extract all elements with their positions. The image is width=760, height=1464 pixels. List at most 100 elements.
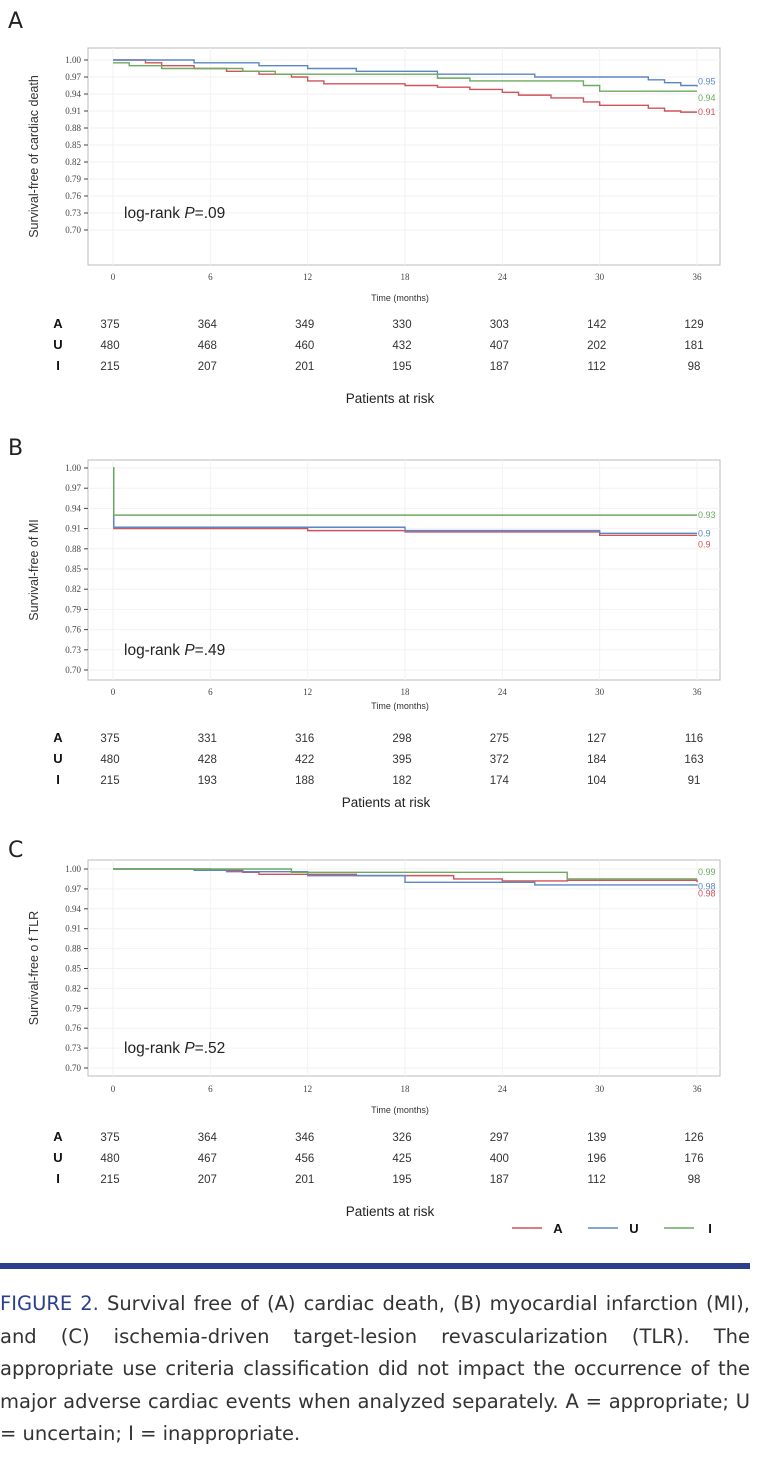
annotation-text: log-rank — [124, 205, 184, 222]
risk-value: 127 — [587, 733, 606, 745]
annotation-p: P — [184, 642, 195, 659]
x-tick-label: 6 — [208, 1084, 213, 1094]
risk-value: 375 — [100, 733, 119, 745]
y-axis-label: Survival-free of MI — [27, 519, 41, 620]
y-tick-label: 1.00 — [65, 463, 81, 473]
x-tick-label: 36 — [693, 1084, 703, 1094]
x-tick-label: 18 — [401, 272, 411, 282]
risk-value: 425 — [392, 1153, 411, 1165]
panel-label: C — [8, 838, 23, 863]
risk-value: 346 — [295, 1132, 314, 1144]
y-tick-label: 0.91 — [65, 924, 81, 934]
risk-value: 207 — [198, 361, 217, 373]
x-tick-label: 36 — [693, 272, 703, 282]
risk-value: 298 — [392, 733, 411, 745]
risk-row-label: A — [53, 730, 63, 745]
x-tick-label: 0 — [111, 1084, 116, 1094]
y-tick-label: 0.97 — [65, 483, 81, 493]
risk-value: 126 — [684, 1132, 703, 1144]
panel-C: C 1.00 0.97 0.94 0.91 0.88 0.85 0.82 0.79 0.76 0.7… — [8, 838, 721, 1219]
risk-row-label: U — [53, 1150, 62, 1165]
risk-value: 193 — [198, 775, 217, 787]
y-tick-label: 0.73 — [65, 1043, 81, 1053]
x-tick-label: 30 — [595, 687, 605, 697]
y-tick-label: 0.91 — [65, 524, 81, 534]
x-tick-label: 30 — [595, 1084, 605, 1094]
y-tick-label: 0.70 — [65, 1063, 81, 1073]
y-tick-label: 0.73 — [65, 208, 81, 218]
y-tick-label: 0.91 — [65, 106, 81, 116]
x-axis-label: Time (months) — [371, 701, 429, 711]
risk-value: 184 — [587, 754, 607, 766]
risk-value: 480 — [100, 754, 119, 766]
x-tick-label: 0 — [111, 687, 116, 697]
risk-value: 316 — [295, 733, 314, 745]
y-tick-label: 0.85 — [65, 564, 81, 574]
risk-value: 275 — [490, 733, 509, 745]
annotation-p: P — [184, 205, 195, 222]
x-tick-label: 36 — [693, 687, 703, 697]
risk-value: 207 — [198, 1174, 217, 1186]
log-rank-annotation: log-rank P=.49 — [124, 642, 225, 659]
x-tick-label: 18 — [401, 687, 411, 697]
risk-row-label: A — [53, 1129, 63, 1144]
risk-value: 112 — [587, 361, 605, 373]
y-tick-label: 0.88 — [65, 544, 81, 554]
annotation-value: =.09 — [195, 205, 226, 222]
y-tick-label: 0.76 — [65, 625, 81, 635]
y-tick-label: 0.94 — [65, 904, 81, 914]
x-tick-label: 6 — [208, 687, 213, 697]
y-tick-label: 0.79 — [65, 174, 81, 184]
risk-value: 91 — [688, 775, 701, 787]
risk-value: 375 — [100, 1132, 119, 1144]
x-axis-label: Time (months) — [371, 1105, 429, 1115]
risk-value: 432 — [392, 340, 411, 352]
risk-value: 480 — [100, 1153, 119, 1165]
end-value-label: 0.98 — [698, 882, 716, 892]
y-tick-label: 0.97 — [65, 72, 81, 82]
risk-value: 98 — [688, 1174, 701, 1186]
risk-value: 142 — [587, 319, 606, 331]
end-value-label: 0.9 — [698, 539, 711, 549]
y-axis-label: Survival-free o f TLR — [27, 911, 41, 1025]
risk-value: 112 — [587, 1174, 605, 1186]
x-tick-label: 24 — [498, 272, 508, 282]
x-tick-label: 12 — [303, 687, 312, 697]
end-value-label: 0.9 — [698, 528, 711, 538]
survival-curve-I — [113, 62, 697, 92]
x-tick-label: 18 — [401, 1084, 411, 1094]
x-tick-label: 0 — [111, 272, 116, 282]
x-tick-label: 24 — [498, 1084, 508, 1094]
risk-value: 349 — [295, 319, 314, 331]
end-value-label: 0.94 — [698, 93, 716, 103]
caption-label: FIGURE 2. — [0, 1292, 99, 1315]
legend-label: U — [629, 1221, 638, 1236]
risk-value: 196 — [587, 1153, 606, 1165]
risk-value: 181 — [684, 340, 703, 352]
risk-value: 330 — [392, 319, 411, 331]
risk-value: 195 — [392, 1174, 411, 1186]
risk-value: 187 — [490, 1174, 509, 1186]
risk-table-title: Patients at risk — [346, 1204, 435, 1219]
y-tick-label: 0.70 — [65, 665, 81, 675]
y-tick-label: 0.94 — [65, 503, 81, 513]
y-tick-label: 0.70 — [65, 225, 81, 235]
risk-value: 456 — [295, 1153, 314, 1165]
risk-value: 407 — [490, 340, 509, 352]
end-value-label: 0.95 — [698, 77, 716, 87]
annotation-value: =.52 — [195, 1040, 226, 1057]
y-tick-label: 0.97 — [65, 884, 81, 894]
risk-value: 372 — [490, 754, 509, 766]
risk-value: 215 — [100, 1174, 119, 1186]
caption-divider — [0, 1263, 750, 1269]
panel-label: B — [8, 436, 23, 461]
risk-value: 331 — [198, 733, 217, 745]
end-value-label: 0.99 — [698, 867, 716, 877]
y-tick-label: 0.82 — [65, 157, 81, 167]
y-axis-label: Survival-free of cardiac death — [27, 75, 41, 238]
x-tick-label: 30 — [595, 272, 605, 282]
y-tick-label: 0.88 — [65, 123, 81, 133]
risk-row-label: I — [56, 1171, 60, 1186]
x-tick-label: 24 — [498, 687, 508, 697]
risk-value: 201 — [295, 1174, 314, 1186]
